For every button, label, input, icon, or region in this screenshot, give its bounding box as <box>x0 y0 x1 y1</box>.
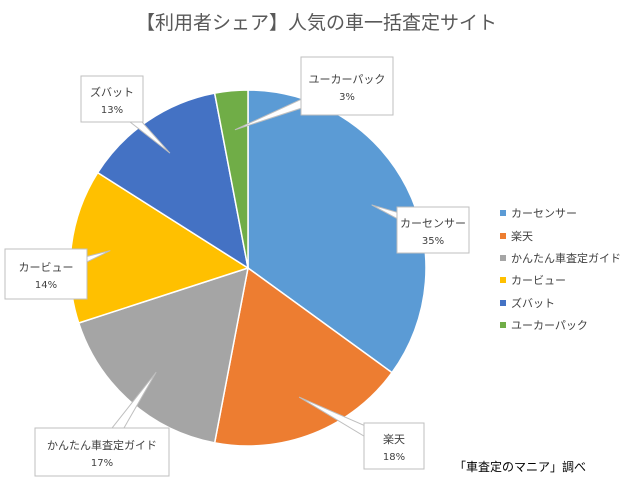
callout-box-1 <box>396 206 470 254</box>
legend-swatch <box>500 277 506 284</box>
legend-swatch <box>500 322 506 329</box>
legend-item-2: 楽天 <box>500 224 621 246</box>
chart-title: 【利用者シェア】人気の車一括査定サイト <box>135 12 497 34</box>
callout-category-4: カービュー <box>19 261 74 274</box>
callout-value-3: 17% <box>91 458 113 469</box>
callout-category-2: 楽天 <box>383 433 405 446</box>
legend-item-4: カービュー <box>500 269 621 291</box>
pie-slice-6 <box>213 89 249 269</box>
pie-slice-4 <box>69 171 250 324</box>
callout-category-1: カーセンサー <box>400 217 466 230</box>
legend-item-3: かんたん車査定ガイド <box>500 247 621 269</box>
legend-label: かんたん車査定ガイド <box>511 251 621 265</box>
legend-label: ユーカーパック <box>511 319 588 333</box>
callout-category-5: ズバット <box>90 85 134 99</box>
callout-box-6 <box>300 56 394 116</box>
callout-box-5 <box>80 75 144 123</box>
legend-swatch <box>500 299 506 306</box>
callout-value-4: 14% <box>35 280 57 291</box>
legend-label: 楽天 <box>511 229 533 243</box>
callout-value-6: 3% <box>339 92 355 103</box>
legend-swatch <box>500 210 506 217</box>
legend-label: カービュー <box>511 274 566 288</box>
callout-category-3: かんたん車査定ガイド <box>47 438 157 452</box>
pie-slice-5 <box>96 92 250 270</box>
pie-slice-3 <box>77 266 249 444</box>
legend-swatch <box>500 232 506 239</box>
callout-box-2 <box>363 422 425 470</box>
callout-box-4 <box>4 248 88 300</box>
legend-label: カーセンサー <box>511 207 577 221</box>
legend-item-5: ズバット <box>500 292 621 314</box>
callout-value-1: 35% <box>422 236 444 247</box>
callout-category-6: ユーカーパック <box>309 73 386 86</box>
source-note: 「車査定のマニア」調べ <box>454 460 587 474</box>
pie-slice-2 <box>213 266 394 447</box>
callout-box-3 <box>34 427 170 477</box>
legend: カーセンサー 楽天かんたん車査定ガイド カービューズバットユーカーパック <box>500 202 621 336</box>
legend-item-6: ユーカーパック <box>500 314 621 336</box>
callout-value-5: 13% <box>101 105 123 116</box>
legend-label: ズバット <box>511 296 555 310</box>
pie-slices <box>69 89 427 447</box>
pie-slice-1 <box>247 89 427 374</box>
data-label-callouts: カーセンサー 35% 楽天 18% かんたん車査定ガイド 17% カービュー 14% ズバット 1… <box>4 56 470 477</box>
legend-swatch <box>500 254 506 261</box>
legend-item-1: カーセンサー <box>500 202 621 224</box>
callout-value-2: 18% <box>383 452 405 463</box>
